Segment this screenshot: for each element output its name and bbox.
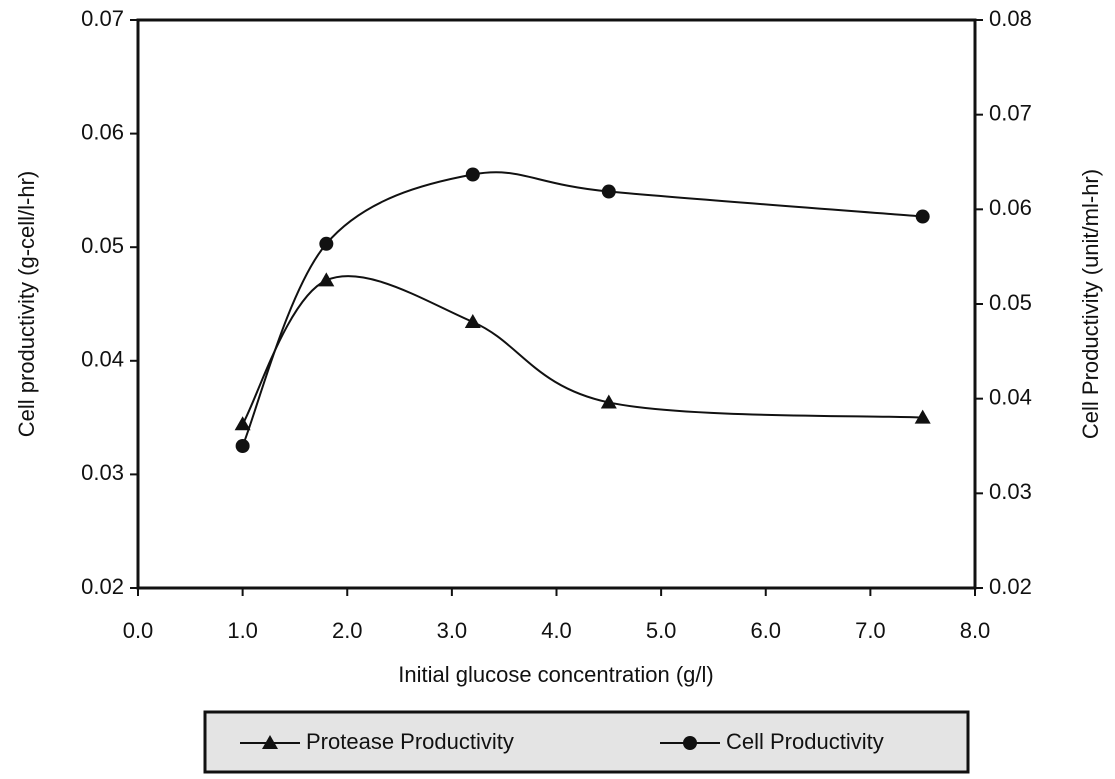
x-axis-title: Initial glucose concentration (g/l) (398, 662, 714, 687)
y2-tick-label: 0.03 (989, 479, 1032, 504)
circle-marker (465, 167, 480, 182)
circle-marker (683, 736, 697, 750)
circle-marker (319, 236, 334, 251)
y-tick-label: 0.04 (81, 347, 124, 372)
triangle-marker (318, 272, 335, 287)
legend-box (203, 710, 970, 774)
y-tick-label: 0.07 (81, 6, 124, 31)
y2-axis-title: Cell Productivity (unit/ml-hr) (1078, 169, 1103, 439)
series-line (241, 171, 923, 447)
y-tick-label: 0.02 (81, 574, 124, 599)
y2-tick-label: 0.05 (989, 290, 1032, 315)
x-tick-label: 0.0 (123, 618, 154, 643)
triangle-marker (914, 409, 931, 424)
x-tick-label: 1.0 (227, 618, 258, 643)
triangle-marker (600, 394, 617, 409)
x-tick-label: 8.0 (960, 618, 991, 643)
circle-marker (601, 184, 616, 199)
y2-tick-label: 0.04 (989, 384, 1032, 409)
y-tick-label: 0.05 (81, 233, 124, 258)
legend-label: Protease Productivity (306, 729, 514, 754)
y-tick-label: 0.06 (81, 119, 124, 144)
y2-tick-label: 0.06 (989, 195, 1032, 220)
circle-marker (915, 209, 930, 224)
series-line (241, 275, 923, 425)
plot-frame (136, 18, 977, 590)
x-tick-label: 4.0 (541, 618, 572, 643)
x-tick-label: 6.0 (750, 618, 781, 643)
circle-marker (235, 439, 250, 453)
triangle-marker (464, 313, 481, 328)
y-tick-label: 0.03 (81, 460, 124, 485)
x-tick-label: 5.0 (646, 618, 677, 643)
x-tick-label: 2.0 (332, 618, 363, 643)
legend-label: Cell Productivity (726, 729, 884, 754)
y2-tick-label: 0.08 (989, 6, 1032, 31)
y2-tick-label: 0.02 (989, 574, 1032, 599)
triangle-marker (234, 416, 251, 431)
x-tick-label: 3.0 (437, 618, 468, 643)
x-tick-label: 7.0 (855, 618, 886, 643)
triangle-marker (262, 735, 278, 749)
y2-tick-label: 0.07 (989, 100, 1032, 125)
y-axis-title: Cell productivity (g-cell/l-hr) (14, 171, 39, 438)
